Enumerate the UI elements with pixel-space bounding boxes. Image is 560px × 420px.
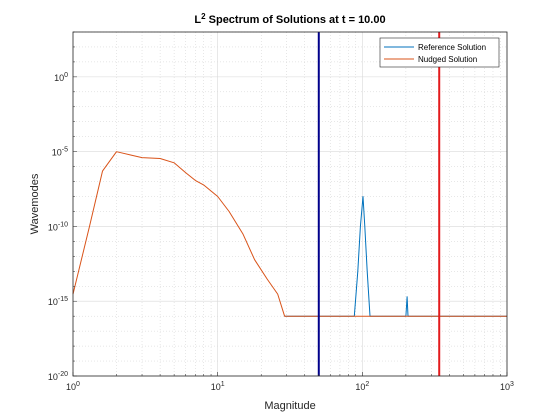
y-tick-label: 100 bbox=[54, 72, 68, 83]
y-tick-label: 10-20 bbox=[48, 371, 68, 382]
y-tick-label: 10-15 bbox=[48, 296, 68, 307]
ticks: 100 101 102 103 10-20 10-15 10-10 10-5 100 bbox=[48, 31, 514, 392]
legend: Reference Solution Nudged Solution bbox=[379, 37, 500, 68]
y-tick-label: 10-10 bbox=[48, 221, 68, 232]
x-tick-label: 102 bbox=[355, 381, 369, 392]
x-axis-label: Magnitude bbox=[264, 400, 315, 412]
axes-frame bbox=[72, 31, 508, 377]
series-layer bbox=[72, 151, 507, 317]
y-tick-label: 10-5 bbox=[52, 147, 68, 158]
x-tick-label: 101 bbox=[211, 381, 225, 392]
y-axis-label: Wavemodes bbox=[29, 173, 41, 234]
series-line-reference bbox=[284, 196, 507, 317]
vertical-lines bbox=[317, 32, 441, 376]
legend-label-nudged: Nudged Solution bbox=[418, 55, 477, 64]
x-tick-label: 103 bbox=[500, 381, 514, 392]
grid-lines bbox=[72, 31, 508, 377]
series-line-nudged bbox=[72, 151, 507, 317]
x-tick-label: 100 bbox=[66, 381, 80, 392]
legend-box bbox=[379, 37, 500, 68]
legend-label-reference: Reference Solution bbox=[418, 43, 486, 52]
chart-title: L2 Spectrum of Solutions at t = 10.00 bbox=[194, 12, 385, 26]
